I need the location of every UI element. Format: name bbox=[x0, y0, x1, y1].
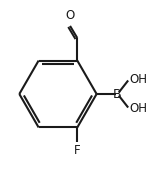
Text: O: O bbox=[65, 9, 75, 22]
Text: OH: OH bbox=[130, 102, 148, 115]
Text: OH: OH bbox=[130, 73, 148, 86]
Text: F: F bbox=[74, 144, 81, 157]
Text: B: B bbox=[113, 87, 122, 101]
